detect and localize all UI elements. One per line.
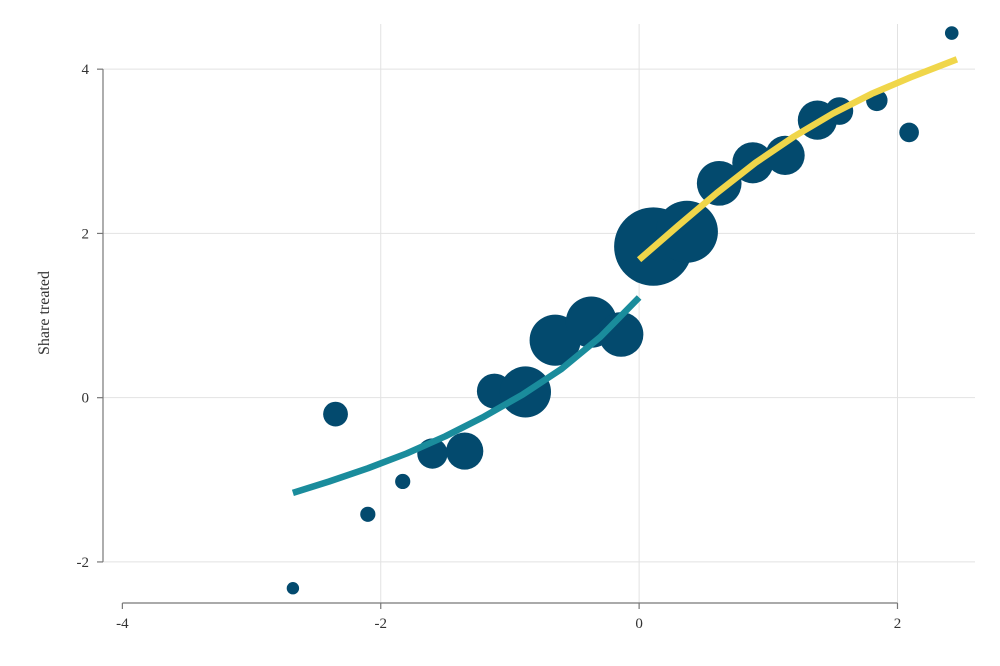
y-axis-label: Share treated xyxy=(36,271,53,355)
data-point xyxy=(395,473,411,490)
data-point xyxy=(944,26,959,40)
fit-lines xyxy=(291,56,959,496)
axes xyxy=(97,68,899,609)
data-point xyxy=(323,401,348,427)
data-point xyxy=(360,506,376,522)
data-point xyxy=(286,582,300,595)
data-point xyxy=(446,432,484,470)
tick-labels: -4 -2 0 2 -2 0 2 4 xyxy=(77,62,902,632)
x-tick-label: 2 xyxy=(894,616,902,632)
data-point xyxy=(696,160,742,206)
y-tick-label: 2 xyxy=(82,226,90,242)
x-tick-label: 0 xyxy=(635,616,643,632)
y-tick-label: 0 xyxy=(82,391,90,407)
data-point xyxy=(899,122,919,143)
x-tick-label: -2 xyxy=(374,616,387,632)
data-point xyxy=(655,200,718,263)
fit-line-left xyxy=(291,295,642,496)
y-tick-label: 4 xyxy=(82,62,90,78)
y-tick-label: -2 xyxy=(77,555,90,571)
x-tick-label: -4 xyxy=(116,616,129,632)
fit-line-right xyxy=(636,56,959,263)
